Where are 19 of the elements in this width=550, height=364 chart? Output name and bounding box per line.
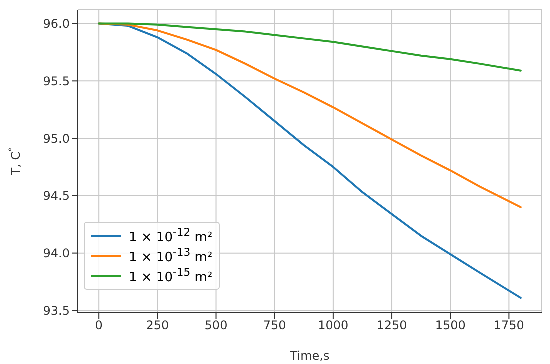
legend-label: 1 × 10$^{-13}$ m² [129, 246, 213, 266]
x-tick-label: 500 [204, 318, 228, 333]
x-tick-label: 1250 [376, 318, 408, 333]
line-series [98, 22, 522, 72]
y-tick-label: 95.0 [43, 132, 70, 146]
x-tick-label: 1750 [494, 318, 524, 333]
y-tick-label: 93.5 [43, 304, 70, 318]
x-tick-label: 1500 [435, 318, 466, 333]
y-tick-label: 94.5 [43, 189, 70, 204]
x-tick-label: 0 [95, 318, 103, 333]
y-tick-label: 95.5 [43, 74, 70, 88]
y-tick-label: 94.0 [43, 246, 70, 261]
x-tick-label: 1000 [318, 318, 349, 333]
legend-label: 1 × 10$^{-12}$ m² [129, 226, 213, 246]
legend-label: 1 × 10$^{-15}$ m² [129, 266, 213, 286]
x-axis-title: Time,s [289, 349, 330, 363]
x-tick-label: 750 [263, 318, 286, 333]
y-tick-label: 96.0 [43, 17, 70, 32]
x-tick-label: 250 [146, 318, 170, 333]
